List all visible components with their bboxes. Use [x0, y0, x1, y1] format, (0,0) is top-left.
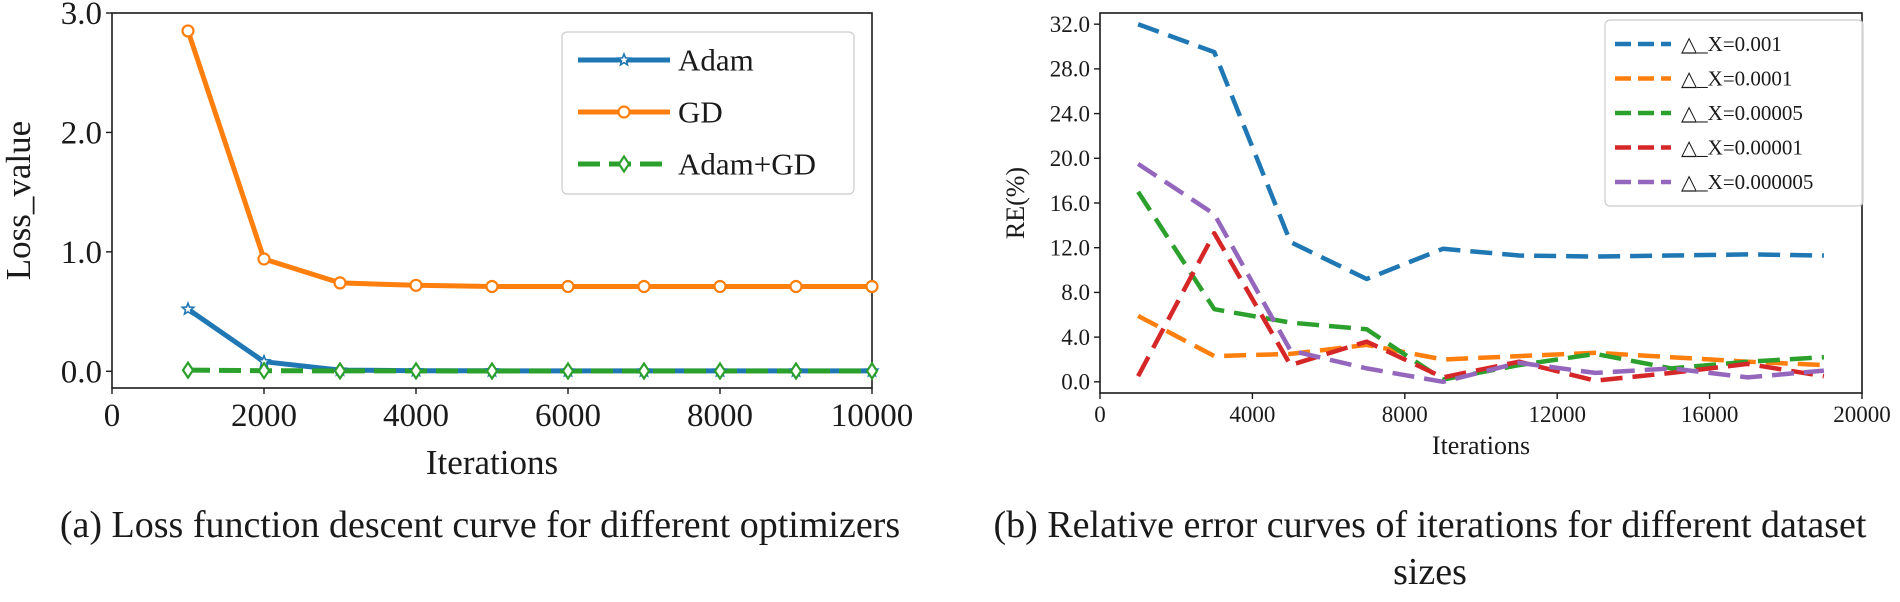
panel-b-series-line-1 — [1137, 313, 1825, 368]
panel-b-series-line-4 — [1136, 162, 1825, 385]
panel-b-series-line-0 — [1137, 22, 1824, 282]
panel-a-series-1-point — [789, 279, 803, 294]
panel-a-y-tick-label: 0.0 — [61, 355, 102, 391]
panel-a-y-tick-label: 1.0 — [61, 235, 102, 271]
panel-a-y-tick-label: 2.0 — [61, 116, 102, 152]
panel-a-y-tick-label: 3.0 — [61, 0, 102, 32]
panel-a-series-2-point — [713, 361, 727, 381]
panel-a-y-axis-label: Loss_value — [0, 121, 38, 280]
panel-a-series-2-point — [789, 361, 803, 381]
panel-b-x-tick-label: 4000 — [1229, 402, 1275, 427]
panel-b-legend-label-1: △_X=0.0001 — [1681, 67, 1792, 91]
panel-b-series-line-2 — [1136, 190, 1825, 382]
panel-a-series-line-2 — [187, 367, 872, 374]
panel-b-y-tick-label: 0.0 — [1061, 370, 1090, 395]
panel-a-x-tick-label: 6000 — [535, 398, 601, 434]
panel-a-series-1-point — [257, 252, 271, 266]
panel-a-x-tick-label: 10000 — [831, 398, 914, 434]
panel-a-series-line-0 — [186, 307, 872, 374]
panel-a-series-2-point — [865, 361, 879, 381]
panel-a-legend-marker-0 — [616, 51, 632, 67]
panel-a-x-axis-label: Iterations — [426, 443, 558, 482]
panel-a-series-1-point — [333, 276, 347, 290]
panel-a-series-line-1 — [185, 30, 872, 289]
panel-a-legend-label-2: Adam+GD — [678, 147, 816, 182]
panel-b-y-tick-label: 4.0 — [1061, 325, 1090, 350]
panel-b-y-tick-label: 32.0 — [1050, 12, 1090, 37]
panel-b-x-tick-label: 20000 — [1833, 402, 1891, 427]
panel-b-y-tick-label: 20.0 — [1050, 146, 1090, 171]
caption-b: (b) Relative error curves of iterations … — [993, 504, 1867, 593]
panel-b-y-tick-label: 16.0 — [1050, 191, 1090, 216]
panel-a-legend-box — [561, 31, 855, 195]
panel-b-y-axis-label: RE(%) — [1001, 167, 1030, 239]
panel-a-legend-label-0: Adam — [678, 43, 754, 78]
panel-a-series-1-point — [713, 279, 727, 294]
panel-b-legend-label-0: △_X=0.001 — [1681, 32, 1782, 56]
panel-b-x-tick-label: 8000 — [1382, 402, 1428, 427]
panel-a-series-1-point — [637, 279, 651, 294]
panel-a-series-2-point — [485, 361, 499, 381]
panel-a-series-1-point — [561, 279, 575, 294]
panel-a-series-2-point — [409, 361, 423, 381]
panel-a-series-1-point — [409, 278, 423, 292]
panel-b-x-tick-label: 12000 — [1528, 402, 1586, 427]
panel-a-series-2-point — [181, 360, 195, 380]
panel-b-legend-label-4: △_X=0.000005 — [1681, 170, 1813, 194]
panel-a-x-tick-label: 8000 — [687, 398, 753, 434]
panel-b-x-tick-label: 16000 — [1681, 402, 1739, 427]
panel-a-legend-label-1: GD — [678, 95, 723, 130]
panel-b-legend-label-3: △_X=0.00001 — [1681, 136, 1803, 160]
panel-a-legend-marker-1 — [617, 105, 631, 119]
panel-a-series-2-point — [561, 361, 575, 381]
panel-a-x-tick-label: 4000 — [383, 398, 449, 434]
panel-a-series-1-point — [181, 24, 195, 38]
caption-a: (a) Loss function descent curve for diff… — [59, 504, 901, 546]
panel-a-series-2-point — [333, 361, 347, 381]
panel-b-y-tick-label: 12.0 — [1050, 236, 1090, 261]
panel-a-series-2-point — [257, 361, 271, 381]
panel-a-plot-frame — [111, 12, 873, 389]
panel-a-series-1-point — [865, 279, 879, 294]
panel-a-x-tick-label: 2000 — [231, 398, 297, 434]
panel-a-series-0-point — [180, 300, 196, 316]
panel-a-x-tick-label: 0 — [104, 398, 121, 434]
panel-b-y-tick-label: 8.0 — [1061, 280, 1090, 305]
panel-b-y-tick-label: 28.0 — [1050, 57, 1090, 82]
panel-b-series-line-3 — [1136, 230, 1825, 383]
panel-a-series-2-point — [637, 361, 651, 381]
panel-a-series-1-point — [485, 279, 499, 294]
panel-b-y-tick-label: 24.0 — [1050, 101, 1090, 126]
panel-b-x-tick-label: 0 — [1094, 402, 1106, 427]
panel-b-x-axis-label: Iterations — [1432, 431, 1530, 460]
panel-b-legend-label-2: △_X=0.00005 — [1681, 101, 1803, 125]
panel-b-legend-box — [1604, 19, 1864, 207]
panel-a-legend-marker-2 — [617, 154, 631, 174]
